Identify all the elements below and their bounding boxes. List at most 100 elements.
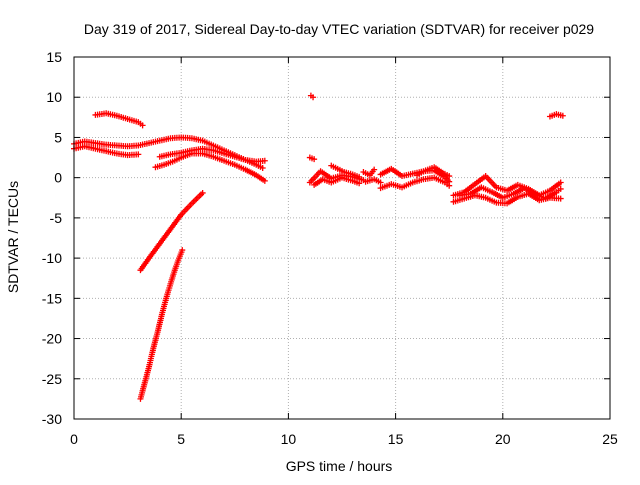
trace-track-g-2: [146, 347, 156, 368]
trace-track-j-0: [308, 169, 322, 184]
trace-track-a-12: [201, 138, 215, 148]
point-track-l-4: [356, 173, 363, 180]
trace-track-g-1: [142, 365, 152, 384]
trace-track-s-3: [484, 195, 498, 205]
trace-track-k-2: [330, 175, 343, 185]
y-tick-label-6: 0: [54, 170, 62, 186]
x-tick-label-2: 10: [281, 431, 297, 447]
tick-labels: 0 5 10 15 20 25 -30 -25 -20 -15 -10 -5 0 5 10 15: [42, 49, 618, 447]
y-tick-label-2: -20: [42, 331, 62, 347]
trace-track-e-0: [158, 151, 172, 160]
point-track-i-1: [311, 156, 318, 163]
trace-track-a-1: [83, 138, 97, 146]
trace-track-r-1: [463, 182, 477, 194]
trace-track-g-0: [138, 381, 148, 400]
y-tick-label-4: -10: [42, 250, 62, 266]
trace-track-e-1: [169, 150, 183, 157]
y-tick-label-7: 5: [54, 129, 62, 145]
trace-track-p-4: [422, 175, 435, 182]
axis-ticks: [73, 56, 611, 420]
trace-track-t-4: [501, 191, 515, 200]
trace-track-d-0: [154, 162, 165, 170]
trace-track-t-5: [512, 186, 526, 196]
trace-track-s-7: [527, 191, 541, 203]
trace-track-f-1: [147, 242, 162, 260]
series-track-d: [152, 150, 268, 184]
trace-track-a-16: [244, 157, 258, 167]
trace-track-d-2: [171, 155, 183, 164]
series-track-h: [307, 92, 317, 101]
trace-track-f-5: [190, 191, 205, 205]
trace-track-o-0: [379, 166, 393, 177]
trace-track-c-2: [116, 113, 129, 122]
point-track-s-10: [557, 195, 564, 202]
trace-track-c-3: [126, 116, 140, 125]
trace-track-o-6: [443, 175, 451, 184]
trace-track-b-2: [94, 146, 107, 154]
trace-track-e-6: [223, 151, 236, 160]
trace-track-c-1: [105, 110, 118, 119]
trace-track-g-4: [155, 313, 165, 334]
trace-track-g-6: [163, 282, 173, 300]
chart-title: Day 319 of 2017, Sidereal Day-to-day VTE…: [84, 21, 594, 37]
x-tick-label-3: 15: [388, 431, 404, 447]
trace-track-b-4: [116, 150, 129, 158]
point-track-e-10: [261, 157, 268, 164]
trace-track-f-0: [138, 256, 151, 272]
trace-track-p-5: [433, 175, 446, 185]
point-track-a-18: [259, 165, 266, 172]
trace-track-r-3: [484, 174, 498, 189]
y-tick-label-0: -30: [42, 411, 62, 427]
trace-track-t-3: [490, 190, 504, 200]
trace-track-l-2: [343, 169, 354, 177]
trace-track-d-6: [212, 154, 225, 163]
trace-track-g-7: [168, 269, 178, 285]
trace-track-s-0: [452, 196, 466, 205]
y-axis-label: SDTVAR / TECUs: [5, 181, 21, 293]
trace-track-t-6: [523, 186, 537, 196]
point-track-h-1: [310, 94, 317, 101]
trace-track-d-3: [180, 151, 193, 160]
x-axis-label: GPS time / hours: [286, 458, 393, 474]
point-track-u-2: [559, 112, 566, 119]
trace-track-r-5: [505, 182, 519, 193]
trace-track-q-0: [416, 168, 427, 177]
trace-track-b-0: [73, 143, 86, 152]
trace-track-s-5: [505, 195, 519, 206]
trace-track-o-1: [390, 167, 404, 178]
series-track-n: [362, 176, 384, 186]
x-tick-label-0: 0: [70, 431, 78, 447]
trace-track-f-4: [179, 202, 194, 217]
point-track-r-10: [557, 179, 564, 186]
trace-track-b-1: [83, 143, 97, 152]
series-track-i: [306, 154, 318, 163]
trace-track-n-0: [364, 176, 375, 185]
trace-track-u-0: [549, 111, 558, 119]
point-track-g-10: [179, 247, 186, 254]
trace-track-t-7: [534, 191, 547, 201]
trace-track-f-3: [168, 213, 183, 231]
trace-track-a-6: [137, 140, 150, 148]
trace-track-d-5: [201, 151, 215, 160]
trace-track-p-0: [379, 181, 393, 191]
series-track-f: [137, 189, 206, 274]
trace-track-d-8: [233, 162, 247, 172]
trace-track-d-10: [255, 173, 267, 183]
trace-track-m-1: [368, 168, 376, 177]
y-tick-label-8: 10: [46, 89, 62, 105]
trace-track-k-3: [341, 175, 354, 184]
trace-track-l-0: [330, 163, 339, 171]
series-track-c: [92, 110, 146, 129]
trace-track-s-2: [474, 192, 487, 201]
series-track-q: [414, 164, 453, 180]
trace-track-a-13: [212, 143, 225, 153]
trace-track-t-2: [480, 185, 493, 195]
trace-track-m-0: [362, 170, 371, 178]
trace-track-g-8: [172, 257, 182, 272]
trace-track-a-0: [73, 138, 86, 147]
series-track-k: [311, 174, 363, 188]
trace-track-e-4: [201, 146, 215, 153]
trace-track-k-4: [351, 178, 360, 186]
y-tick-label-5: -5: [50, 210, 63, 226]
trace-track-p-2: [401, 180, 414, 190]
